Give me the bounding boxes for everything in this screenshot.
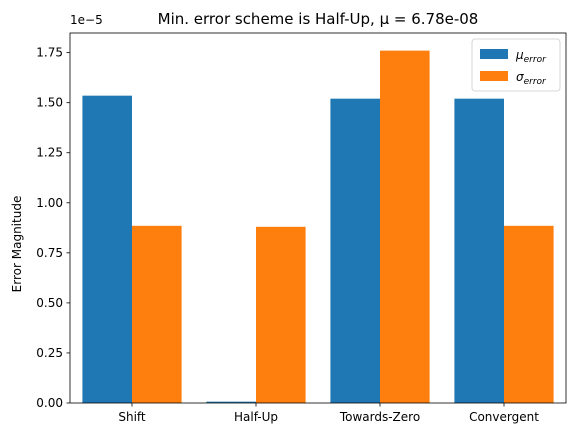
bar-error-convergent bbox=[504, 225, 554, 403]
bar-error-convergent bbox=[454, 98, 504, 404]
y-tick-label: 1.25 bbox=[36, 146, 63, 160]
chart-title: Min. error scheme is Half-Up, μ = 6.78e-… bbox=[158, 10, 479, 28]
y-axis: 0.00 0.25 0.50 0.75 1.00 1.25 1.50 1.75 bbox=[36, 46, 70, 410]
bar-error-half-up bbox=[206, 401, 256, 403]
x-axis: Shift Half-Up Towards-Zero Convergent bbox=[118, 403, 539, 424]
y-tick-label: 0.75 bbox=[36, 246, 63, 260]
legend: μerror σerror bbox=[471, 38, 561, 92]
bar-error-shift bbox=[82, 95, 132, 403]
y-tick-label: 0.50 bbox=[36, 296, 63, 310]
bar-error-towards-zero bbox=[380, 50, 430, 403]
y-axis-offset-label: 1e−5 bbox=[70, 13, 103, 27]
x-tick-label: Convergent bbox=[469, 410, 539, 424]
x-tick-label: Half-Up bbox=[234, 410, 278, 424]
y-tick-label: 1.75 bbox=[36, 46, 63, 60]
legend-swatch-error bbox=[480, 71, 508, 81]
legend-swatch-error bbox=[480, 49, 508, 59]
bar-error-towards-zero bbox=[330, 98, 380, 404]
x-tick-label: Shift bbox=[118, 410, 146, 424]
y-axis-label: Error Magnitude bbox=[10, 196, 24, 293]
bars-layer bbox=[82, 50, 554, 404]
bar-error-shift bbox=[132, 225, 182, 403]
legend-label: μerror bbox=[515, 48, 547, 65]
plot-frame bbox=[69, 32, 567, 404]
y-tick-label: 1.50 bbox=[36, 96, 63, 110]
legend-label: σerror bbox=[516, 70, 547, 87]
y-tick-label: 0.25 bbox=[36, 346, 63, 360]
bar-error-half-up bbox=[256, 226, 306, 403]
y-tick-label: 1.00 bbox=[36, 196, 63, 210]
x-tick-label: Towards-Zero bbox=[339, 410, 420, 424]
y-tick-label: 0.00 bbox=[36, 396, 63, 410]
